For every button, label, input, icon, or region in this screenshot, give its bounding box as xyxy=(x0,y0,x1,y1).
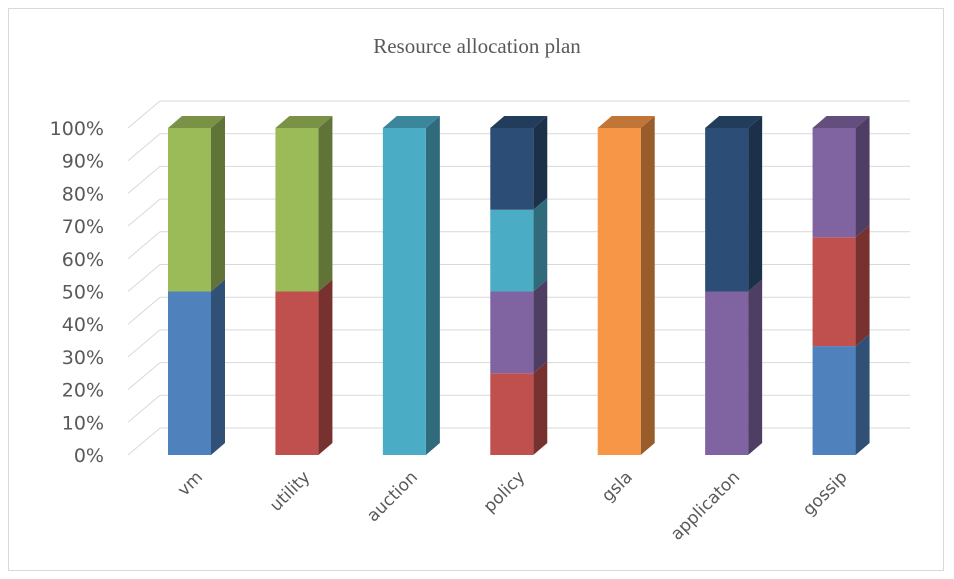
y-tick-label: 80% xyxy=(62,183,104,205)
bar-top xyxy=(168,116,225,128)
chart-frame xyxy=(8,8,944,571)
bar-top xyxy=(705,116,763,128)
bar-segment xyxy=(490,128,534,210)
bar-top xyxy=(490,116,548,128)
bar-side xyxy=(855,225,870,347)
bar-segment xyxy=(490,291,534,374)
bar-side xyxy=(425,116,440,455)
bar-segment xyxy=(275,291,319,455)
gridline-left xyxy=(127,264,161,292)
gridline-left xyxy=(127,166,161,194)
bar-segment xyxy=(705,291,749,455)
bar-side xyxy=(318,116,333,292)
bar-segment xyxy=(275,128,319,292)
gridline-left xyxy=(127,329,161,358)
bar-segment xyxy=(812,237,856,347)
gridline-left xyxy=(127,198,161,227)
bar-side xyxy=(748,279,763,455)
bar-segment xyxy=(705,128,749,292)
gridline-left xyxy=(127,100,161,129)
bar-side xyxy=(748,116,763,292)
y-tick-label: 60% xyxy=(62,249,104,271)
bar-segment xyxy=(168,291,211,455)
gridline-left xyxy=(127,362,161,390)
bar-segment xyxy=(490,209,534,292)
y-tick-label: 70% xyxy=(62,216,104,238)
bar-side xyxy=(533,116,548,210)
bar-side xyxy=(640,116,655,455)
x-tick-label: policy xyxy=(480,467,530,517)
x-tick-label: vm xyxy=(174,467,207,500)
bar-side xyxy=(211,116,225,292)
bar-side xyxy=(533,361,548,455)
y-tick-label: 10% xyxy=(62,412,104,434)
gridline-left xyxy=(127,296,161,325)
gridline-left xyxy=(127,133,161,162)
bar-side xyxy=(211,279,225,455)
bar-side xyxy=(533,197,548,292)
y-tick-label: 100% xyxy=(50,118,104,140)
x-tick-label: auction xyxy=(363,467,422,526)
bar-segment xyxy=(812,346,856,455)
bar-segment xyxy=(382,128,426,455)
y-tick-label: 20% xyxy=(62,380,104,402)
bar-segment xyxy=(812,128,856,238)
y-tick-label: 30% xyxy=(62,347,104,369)
bar-side xyxy=(855,334,870,455)
chart-title: Resource allocation plan xyxy=(373,34,581,58)
y-tick-label: 90% xyxy=(62,151,104,173)
bar-side xyxy=(318,279,333,455)
bar-top xyxy=(275,116,333,128)
y-tick-label: 40% xyxy=(62,314,104,336)
x-tick-label: applicaton xyxy=(667,467,744,544)
bar-top xyxy=(597,116,655,128)
bar-segment xyxy=(490,373,534,455)
gridline-left xyxy=(127,394,161,423)
gridline-left xyxy=(127,427,161,456)
bar-segment xyxy=(168,128,211,292)
gridline-left xyxy=(127,231,161,260)
x-tick-label: gossip xyxy=(799,467,852,520)
y-tick-label: 0% xyxy=(74,445,104,467)
bar-top xyxy=(382,116,440,128)
bar-top xyxy=(812,116,870,128)
y-tick-label: 50% xyxy=(62,282,104,304)
bar-side xyxy=(855,116,870,238)
x-tick-label: utility xyxy=(266,467,314,515)
x-tick-label: gsla xyxy=(598,467,637,506)
bar-side xyxy=(533,279,548,374)
bar-segment xyxy=(597,128,641,455)
